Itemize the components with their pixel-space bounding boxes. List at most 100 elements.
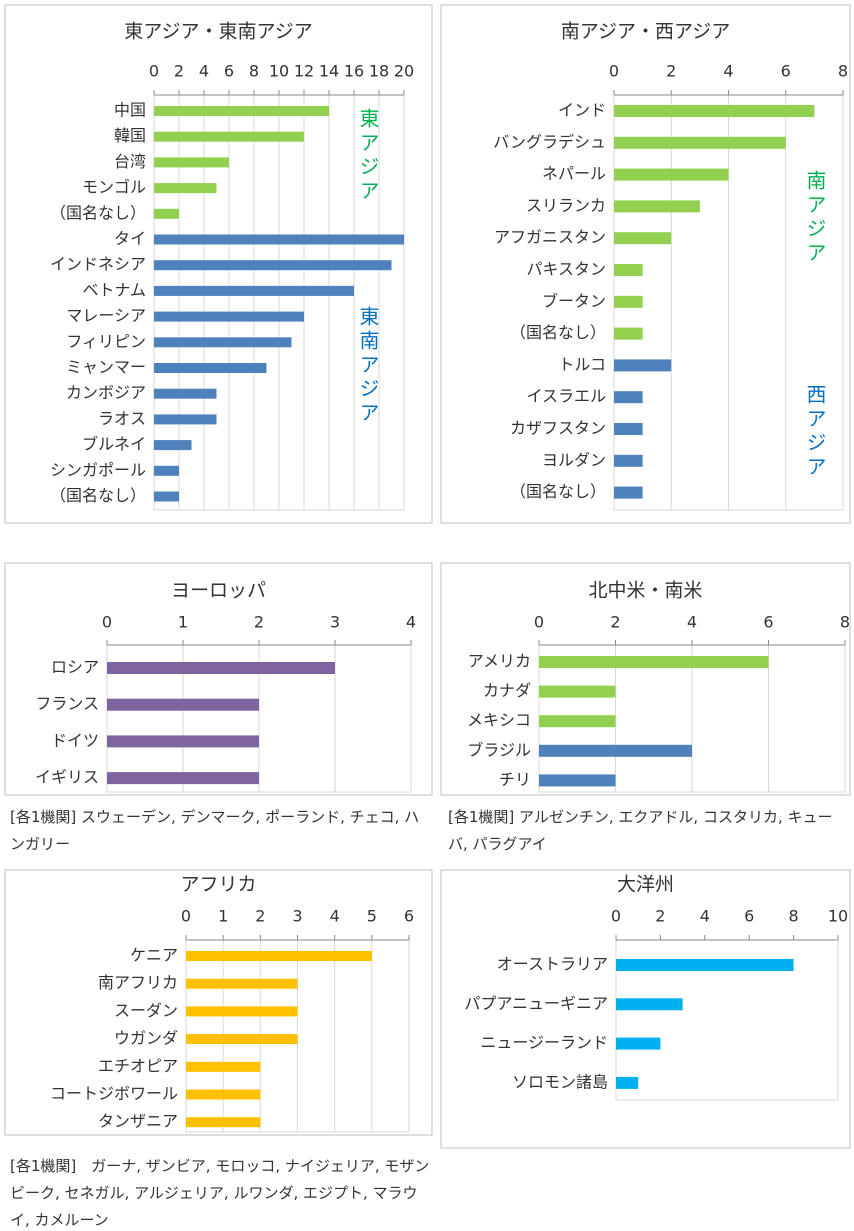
x-tick-label: 4 [199, 62, 209, 81]
bar [614, 391, 643, 404]
x-tick-label: 6 [404, 907, 414, 926]
x-tick-label: 4 [687, 613, 697, 632]
x-tick-label: 1 [178, 613, 188, 632]
category-label: シンガポール [50, 460, 146, 479]
category-label: フィリピン [66, 332, 146, 351]
category-label: カナダ [483, 681, 531, 700]
x-tick-label: 8 [838, 62, 848, 81]
bar [539, 685, 616, 698]
bar [154, 491, 179, 502]
bar [107, 735, 259, 748]
category-label: イスラエル [526, 387, 606, 406]
x-tick-label: 20 [394, 62, 414, 81]
bar [614, 200, 700, 213]
category-label: ブータン [542, 291, 606, 310]
category-label: 韓国 [114, 126, 146, 145]
x-tick-label: 0 [534, 613, 544, 632]
category-label: コートジボワール [50, 1084, 178, 1103]
bar [186, 1034, 298, 1045]
bar [539, 656, 769, 668]
bar [186, 978, 298, 989]
bar [616, 998, 683, 1011]
category-label: ラオス [98, 409, 146, 428]
x-tick-label: 4 [330, 907, 340, 926]
x-tick-label: 16 [344, 62, 364, 81]
bar [154, 157, 229, 168]
bar [154, 208, 179, 219]
category-label: カザフスタン [510, 419, 606, 438]
category-label: ブルネイ [82, 435, 146, 454]
bar [154, 106, 329, 116]
x-tick-label: 14 [319, 62, 339, 81]
category-label: トルコ [558, 355, 606, 374]
bar [614, 264, 643, 276]
category-label: 中国 [114, 101, 146, 120]
bar [154, 388, 217, 399]
chart-title: 南アジア・西アジア [561, 21, 730, 43]
category-label: エチオピア [98, 1056, 178, 1075]
bar [154, 414, 217, 425]
category-label: アフガニスタン [494, 228, 606, 247]
category-label: モンゴル [82, 178, 146, 197]
x-tick-label: 6 [781, 62, 791, 81]
panel [4, 562, 433, 796]
category-label: アメリカ [468, 652, 531, 671]
category-label: パプアニューギニア [464, 994, 608, 1013]
x-tick-label: 2 [666, 62, 676, 81]
bar [154, 285, 354, 296]
annotation: 南アジア [803, 170, 827, 266]
category-label: ドイツ [51, 731, 99, 750]
category-label: スリランカ [526, 196, 606, 215]
x-tick-label: 1 [218, 907, 228, 926]
x-tick-label: 2 [174, 62, 184, 81]
annotation: 西アジア [803, 384, 827, 480]
category-label: ロシア [51, 658, 99, 677]
x-tick-label: 4 [723, 62, 733, 81]
category-label: 南アフリカ [98, 973, 178, 992]
category-label: チリ [499, 770, 531, 789]
category-label: ニュージーランド [480, 1033, 608, 1052]
x-tick-label: 6 [744, 907, 754, 926]
category-label: タンザニア [98, 1112, 178, 1131]
category-label: オーストラリア [497, 955, 608, 974]
bar [186, 1089, 261, 1100]
x-tick-label: 4 [700, 907, 710, 926]
category-label: マレーシア [66, 306, 146, 325]
category-label: タイ [114, 229, 146, 248]
x-tick-label: 2 [610, 613, 620, 632]
bar [107, 772, 259, 785]
chart-title: ヨーロッパ [171, 580, 266, 602]
bar [614, 136, 786, 149]
category-label: ベトナム [82, 280, 146, 299]
bar [154, 337, 292, 348]
x-tick-label: 5 [367, 907, 377, 926]
category-label: ケニア [130, 946, 178, 965]
note: [各1機関] ガーナ, ザンビア, モロッコ, ナイジェリア, モザンビーク, … [10, 1157, 430, 1229]
bar [616, 1037, 661, 1050]
bar [539, 715, 616, 728]
bar [186, 951, 372, 961]
category-label: インドネシア [50, 255, 146, 274]
category-label: フランス [35, 694, 99, 713]
annotation: 東アジア [356, 108, 380, 204]
x-tick-label: 2 [655, 907, 665, 926]
category-label: （国名なし） [50, 486, 146, 505]
chart-title: 北中米・南米 [588, 580, 702, 602]
chart-title: アフリカ [180, 874, 256, 896]
bar [154, 260, 392, 271]
x-tick-label: 3 [330, 613, 340, 632]
category-label: スーダン [114, 1001, 178, 1020]
x-tick-label: 10 [828, 907, 848, 926]
bar [614, 359, 672, 372]
bar [154, 311, 304, 322]
bar [107, 662, 335, 674]
bar [614, 105, 815, 117]
category-label: ブラジル [467, 740, 531, 759]
x-tick-label: 3 [292, 907, 302, 926]
x-tick-label: 10 [269, 62, 289, 81]
category-label: （国名なし） [50, 203, 146, 222]
chart-title: 大洋州 [617, 874, 674, 896]
x-tick-label: 8 [789, 907, 799, 926]
x-tick-label: 2 [255, 907, 265, 926]
